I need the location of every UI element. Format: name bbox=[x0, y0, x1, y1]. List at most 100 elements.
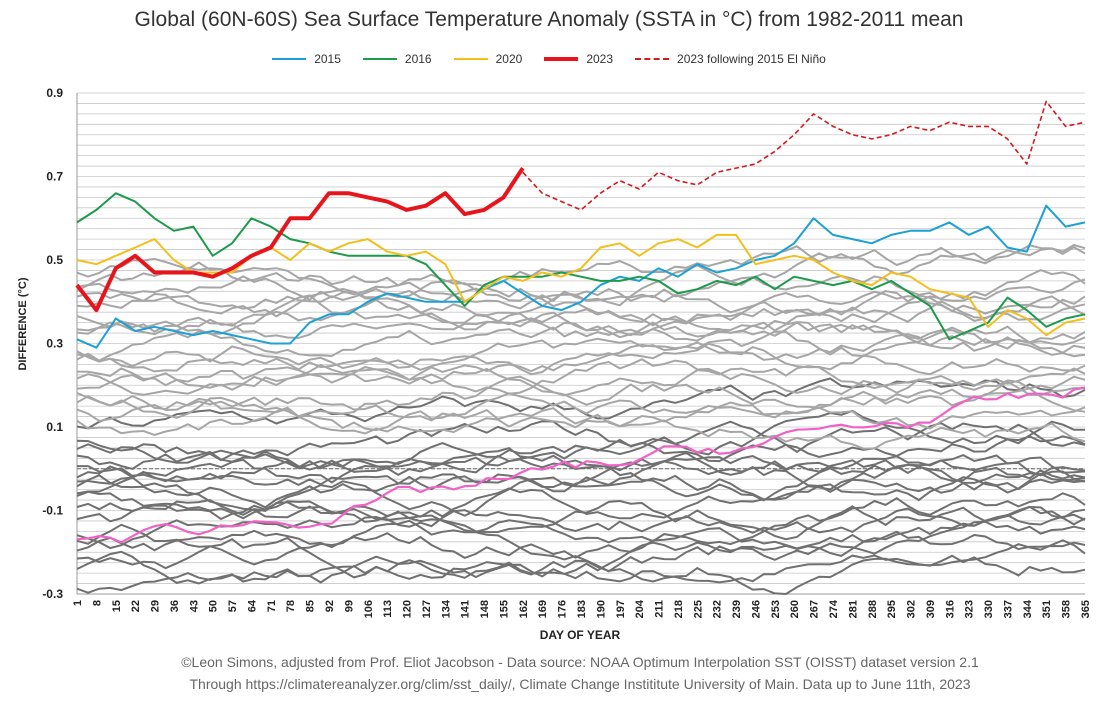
x-tick-label: 8 bbox=[91, 600, 103, 606]
series-lines bbox=[75, 100, 1086, 349]
x-tick-label: 36 bbox=[169, 600, 181, 612]
legend-swatch-2023-el-nino bbox=[635, 58, 670, 60]
x-tick-label: 302 bbox=[906, 600, 918, 618]
legend-swatch-2020 bbox=[453, 58, 488, 60]
series-line-2023-following-2015-el-ni-o bbox=[522, 100, 1086, 211]
x-tick-label: 246 bbox=[750, 600, 762, 618]
historical-year-line bbox=[76, 342, 1086, 376]
x-tick-label: 351 bbox=[1041, 600, 1053, 618]
legend-label-2015: 2015 bbox=[314, 52, 341, 66]
y-tick-label: 0.5 bbox=[46, 253, 63, 267]
historical-years-lines bbox=[76, 243, 1086, 596]
x-tick-label: 281 bbox=[847, 600, 859, 618]
x-tick-label: 204 bbox=[634, 599, 646, 618]
historical-year-line bbox=[76, 287, 1086, 334]
x-tick-label: 232 bbox=[712, 600, 724, 618]
x-tick-label: 155 bbox=[498, 600, 510, 618]
legend-label-2023-el-nino: 2023 following 2015 El Niño bbox=[677, 52, 826, 66]
x-tick-label: 183 bbox=[576, 600, 588, 618]
series-line-2023 bbox=[75, 166, 525, 313]
footer-credit: ©Leon Simons, adjusted from Prof. Eliot … bbox=[181, 654, 979, 670]
historical-year-line bbox=[76, 243, 1086, 310]
historical-year-line bbox=[76, 536, 1086, 596]
x-tick-label: 225 bbox=[692, 600, 704, 618]
legend-label-2023: 2023 bbox=[586, 52, 614, 66]
historical-year-line bbox=[76, 365, 1086, 397]
historical-year-line bbox=[76, 420, 1086, 463]
x-axis-label: DAY OF YEAR bbox=[539, 628, 621, 642]
historical-year-line bbox=[76, 318, 1086, 350]
legend-item-2020: 2020 bbox=[453, 52, 523, 66]
x-tick-label: 29 bbox=[150, 600, 162, 612]
y-tick-label: -0.1 bbox=[42, 504, 63, 518]
legend-label-2020: 2020 bbox=[495, 52, 523, 66]
x-tick-label: 43 bbox=[188, 600, 200, 612]
historical-year-line bbox=[76, 474, 1086, 520]
historical-year-line bbox=[76, 492, 1086, 550]
x-tick-label: 120 bbox=[402, 600, 414, 618]
x-tick-label: 239 bbox=[731, 600, 743, 618]
x-tick-label: 64 bbox=[246, 599, 258, 612]
historical-year-line bbox=[76, 409, 1086, 470]
historical-year-line bbox=[76, 476, 1086, 541]
x-tick-label: 344 bbox=[1022, 599, 1034, 618]
x-tick-label: 50 bbox=[208, 600, 220, 612]
footer-source: Through https://climatereanalyzer.org/cl… bbox=[189, 676, 971, 692]
x-tick-label: 365 bbox=[1080, 600, 1092, 618]
historical-year-line bbox=[76, 420, 1086, 474]
y-tick-label: 0.3 bbox=[46, 337, 63, 351]
x-tick-label: 57 bbox=[227, 600, 239, 612]
x-tick-label: 127 bbox=[421, 600, 433, 618]
legend-label-2016: 2016 bbox=[404, 52, 432, 66]
y-tick-label: 0.1 bbox=[46, 420, 63, 434]
series-line-2015 bbox=[76, 204, 1086, 349]
legend-item-2023: 2023 bbox=[544, 52, 613, 66]
x-tick-label: 71 bbox=[266, 600, 278, 612]
x-tick-label: 316 bbox=[944, 600, 956, 618]
x-tick-label: 211 bbox=[654, 600, 666, 618]
y-tick-label: -0.3 bbox=[42, 587, 63, 601]
x-tick-label: 22 bbox=[130, 600, 142, 612]
x-tick-label: 176 bbox=[557, 600, 569, 618]
x-tick-label: 288 bbox=[867, 600, 879, 618]
x-tick-label: 85 bbox=[305, 600, 317, 612]
legend-item-2015: 2015 bbox=[272, 52, 341, 66]
x-tick-label: 162 bbox=[518, 600, 530, 618]
x-tick-label: 190 bbox=[595, 600, 607, 618]
historical-year-line bbox=[76, 454, 1086, 489]
chart-title: Global (60N-60S) Sea Surface Temperature… bbox=[134, 8, 964, 31]
series-line-2016 bbox=[76, 192, 1086, 341]
x-tick-label: 78 bbox=[285, 600, 297, 612]
x-tick-label: 267 bbox=[809, 600, 821, 618]
x-tick-label: 92 bbox=[324, 600, 336, 612]
x-tick-label: 106 bbox=[363, 600, 375, 618]
historical-year-line bbox=[76, 406, 1086, 450]
x-tick-label: 274 bbox=[828, 599, 840, 618]
legend-item-2023-el-nino: 2023 following 2015 El Niño bbox=[635, 52, 826, 66]
legend-swatch-2023 bbox=[544, 57, 579, 61]
x-tick-label: 218 bbox=[673, 600, 685, 618]
historical-year-line bbox=[76, 333, 1086, 371]
x-tick-label: 1 bbox=[72, 600, 84, 606]
historical-year-line bbox=[76, 245, 1086, 296]
x-tick-label: 337 bbox=[1002, 600, 1014, 618]
x-tick-label: 358 bbox=[1061, 600, 1073, 618]
y-tick-labels: -0.3 -0.1 0.1 0.3 0.5 0.7 0.9 bbox=[42, 86, 63, 601]
x-tick-label: 113 bbox=[382, 600, 394, 618]
historical-year-line bbox=[76, 387, 1086, 422]
x-tick-label: 141 bbox=[460, 600, 472, 618]
x-tick-labels: 1 8 15 22 29 36 43 50 57 64 71 78 85 92 99 106 113 120 127… bbox=[72, 599, 1092, 618]
historical-year-line bbox=[77, 451, 1086, 502]
x-tick-label: 309 bbox=[925, 600, 937, 618]
x-tick-label: 295 bbox=[886, 600, 898, 618]
y-tick-label: 0.7 bbox=[46, 170, 63, 184]
highlighted-year-line bbox=[76, 386, 1086, 544]
legend-swatch-2015 bbox=[272, 58, 307, 60]
x-tick-label: 15 bbox=[111, 600, 123, 612]
x-tick-label: 134 bbox=[440, 599, 452, 618]
x-tick-label: 169 bbox=[537, 600, 549, 618]
historical-year-line bbox=[76, 505, 1086, 559]
historical-year-line bbox=[76, 447, 1086, 502]
legend: 2015 2016 2020 2023 2023 following 2015 … bbox=[0, 52, 1098, 66]
